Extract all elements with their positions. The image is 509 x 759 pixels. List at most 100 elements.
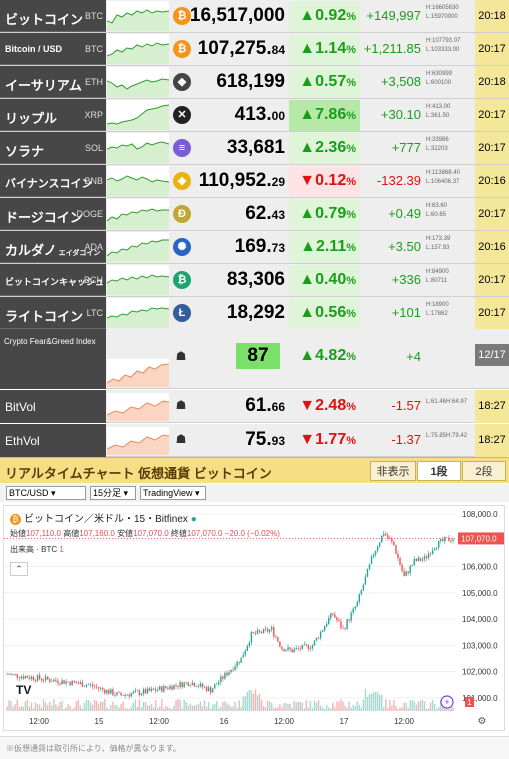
ticker-name: Bitcoin / USD: [5, 44, 63, 54]
robot-icon: ☗: [175, 398, 187, 412]
ticker-symbol: BCH: [83, 275, 103, 285]
volume-bar: [232, 706, 234, 711]
ticker-name: リップル: [5, 111, 58, 126]
ticker-price: 62.43: [245, 203, 285, 224]
ticker-row-btc[interactable]: Bitcoin / USD BTC ₿ 107,275.84 ▲1.14% +1…: [0, 33, 509, 66]
candle-body: [102, 687, 104, 690]
volume-bar: [362, 699, 365, 711]
candle-body: [197, 686, 200, 688]
candle-body: [203, 686, 206, 688]
fear-greed-row[interactable]: Crypto Fear&Greed Index ☗ 87 ▲4.82% +4 1…: [0, 329, 509, 389]
ticker-row-bnb[interactable]: バイナンスコイン BNB ◈ 110,952.29 ▼0.12% -132.39…: [0, 165, 509, 198]
ticker-name: バイナンスコイン: [5, 178, 93, 190]
volume-bar: [268, 701, 271, 711]
volume-bar: [409, 700, 411, 711]
settings-icon[interactable]: ⚙: [478, 716, 487, 727]
realtime-chart-header: リアルタイムチャート 仮想通貨 ビットコイン 非表示 1段 2段: [0, 457, 509, 483]
volume-bar: [79, 705, 82, 711]
candle-body: [10, 674, 12, 675]
volume-bar: [378, 694, 381, 711]
pair-select[interactable]: BTC/USD ▾: [6, 486, 86, 500]
ticker-change: +149,997: [366, 8, 421, 23]
volume-bar: [283, 703, 285, 711]
source-select[interactable]: TradingView ▾: [140, 486, 206, 500]
volume-bar: [20, 706, 22, 711]
candle-body: [28, 677, 31, 679]
candle-body: [376, 546, 379, 551]
volume-bar: [144, 701, 147, 711]
volume-bar: [36, 704, 39, 711]
candle-body: [303, 644, 306, 645]
ticker-row-ltc[interactable]: ライトコイン LTC Ł 18,292 ▲0.56% +101 H:18900 L…: [0, 297, 509, 330]
volume-bar: [118, 707, 120, 711]
ticker-row-xrp[interactable]: リップル XRP ✕ 413.00 ▲7.86% +30.10 H:413.00…: [0, 99, 509, 132]
ticker-row-bch[interactable]: ビットコインキャッシュ BCH ₿ 83,306 ▲0.40% +336 H:8…: [0, 264, 509, 297]
ticker-row-sol[interactable]: ソラナ SOL ≡ 33,681 ▲2.36% +777 H:33986 L:32…: [0, 132, 509, 165]
coin-bch-icon: ₿: [173, 271, 191, 289]
ticker-row-doge[interactable]: ドージコイン DOGE Ð 62.43 ▲0.79% +0.49 H:63.60…: [0, 198, 509, 231]
candle-body: [232, 669, 234, 671]
ticker-row-eth[interactable]: イーサリアム ETH ◆ 618,199 ▲0.57% +3,508 H:630…: [0, 66, 509, 99]
volume-bar: [299, 701, 301, 711]
candle-body: [73, 680, 75, 683]
vol-price: 61.66: [245, 395, 285, 416]
candle-body: [411, 564, 413, 567]
candle-body: [26, 676, 29, 678]
ticker-change: +1,211.85: [363, 41, 421, 56]
one-row-button[interactable]: 1段: [417, 461, 461, 481]
interval-select[interactable]: 15分足 ▾: [90, 486, 136, 500]
coin-eth-icon: ◆: [173, 73, 191, 91]
volume-bar: [136, 706, 139, 711]
candlestick-canvas[interactable]: 108,000.0107,000.0106,000.0105,000.0104,…: [4, 506, 506, 732]
candle-body: [108, 689, 110, 694]
vol-time: 18:27: [475, 390, 509, 423]
add-plus-glyph[interactable]: +: [444, 697, 449, 707]
volume-bar: [342, 701, 344, 711]
fear-greed-title: Crypto Fear&Greed Index: [4, 337, 96, 346]
chart-legend: ₿ ビットコイン／米ドル・15・Bitfinex ●: [10, 510, 197, 525]
volume-bar: [97, 703, 100, 711]
candle-body: [224, 672, 226, 679]
volume-bar: [197, 703, 200, 711]
vol-row-bitvol[interactable]: BitVol ☗ 61.66 ▼2.48% -1.57 L:61.46H:64.…: [0, 390, 509, 423]
ticker-name-cell: イーサリアム ETH: [0, 66, 106, 98]
ticker-pct-change: ▲0.40%: [289, 265, 360, 296]
volume-bar: [266, 700, 269, 711]
volume-bar: [51, 705, 53, 711]
tradingview-chart[interactable]: 108,000.0107,000.0106,000.0105,000.0104,…: [3, 505, 505, 731]
ticker-price: 83,306: [226, 269, 285, 290]
candle-body: [154, 689, 157, 691]
volume-bar: [38, 704, 41, 711]
ticker-symbol: BTC: [85, 11, 103, 21]
candle-body: [85, 684, 88, 687]
candle-body: [207, 687, 210, 691]
coin-ada-icon: ✺: [173, 238, 191, 256]
candle-body: [287, 647, 289, 651]
add-plus-icon[interactable]: [440, 695, 454, 709]
tradingview-logo[interactable]: TV: [16, 683, 31, 697]
volume-bar: [205, 706, 208, 711]
volume-bar: [95, 700, 98, 711]
candle-body: [83, 686, 86, 687]
ticker-row-ada[interactable]: カルダノ エイダコイン ADA ✺ 169.73 ▲2.11% +3.50 H:1…: [0, 231, 509, 264]
candle-body: [305, 644, 308, 646]
hide-chart-button[interactable]: 非表示: [370, 461, 416, 481]
candle-body: [69, 682, 71, 686]
collapse-legend-button[interactable]: ⌃: [10, 562, 28, 576]
vol-row-ethvol[interactable]: EthVol ☗ 75.93 ▼1.77% -1.37 L:75.85H:79.…: [0, 424, 509, 457]
ticker-row-btc[interactable]: ビットコイン BTC ₿ 16,517,000 ▲0.92% +149,997 …: [0, 0, 509, 33]
candle-body: [209, 687, 212, 693]
volume-bar: [275, 707, 277, 711]
ticker-sparkline: [107, 100, 169, 130]
realtime-chart-title: リアルタイムチャート 仮想通貨 ビットコイン: [5, 466, 272, 481]
volume-bar: [73, 707, 75, 711]
volume-bar: [165, 705, 167, 711]
volume-bar: [220, 706, 222, 711]
candle-body: [372, 554, 375, 557]
vol-pct-change: ▼1.77%: [299, 431, 356, 448]
vol-high-low: L:75.85H:79.42: [426, 433, 468, 439]
price-axis-label: 101,000.0: [462, 694, 498, 703]
two-row-button[interactable]: 2段: [462, 461, 506, 481]
price-axis-label: 102,000.0: [462, 668, 498, 677]
candle-body: [205, 686, 208, 691]
